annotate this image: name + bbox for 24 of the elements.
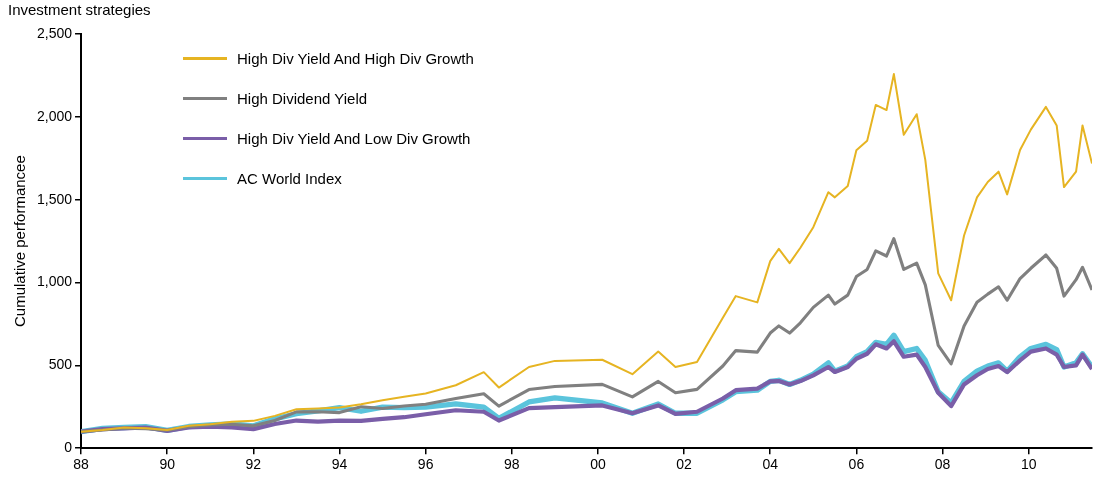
x-tick-label: 02 bbox=[676, 456, 693, 473]
y-tick-label: 1,500 bbox=[36, 190, 73, 207]
x-tick-label: 04 bbox=[762, 456, 779, 473]
x-tick-label: 94 bbox=[331, 456, 348, 473]
x-tick-label: 98 bbox=[503, 456, 520, 473]
x-tick-label: 00 bbox=[590, 456, 606, 473]
y-tick-label: 2,000 bbox=[36, 107, 73, 124]
x-tick-label: 08 bbox=[934, 456, 951, 473]
x-tick-label: 92 bbox=[245, 456, 262, 473]
x-tick-label: 90 bbox=[159, 456, 176, 473]
chart-title: Investment strategies bbox=[8, 1, 151, 19]
x-tick-label: 06 bbox=[848, 456, 865, 473]
legend-label: AC World Index bbox=[237, 169, 342, 187]
x-tick-label: 88 bbox=[73, 456, 90, 473]
legend-label: High Div Yield And Low Div Growth bbox=[237, 129, 471, 147]
y-axis-title: Cumulative performancee bbox=[11, 155, 29, 327]
y-tick-label: 2,500 bbox=[36, 24, 73, 41]
x-tick-label: 10 bbox=[1020, 456, 1037, 473]
legend-label: High Div Yield And High Div Growth bbox=[237, 49, 474, 67]
y-tick-label: 500 bbox=[48, 356, 73, 373]
x-tick-label: 96 bbox=[417, 456, 434, 473]
y-tick-label: 1,000 bbox=[36, 273, 73, 290]
y-tick-label: 0 bbox=[64, 439, 73, 456]
legend-label: High Dividend Yield bbox=[237, 89, 368, 107]
